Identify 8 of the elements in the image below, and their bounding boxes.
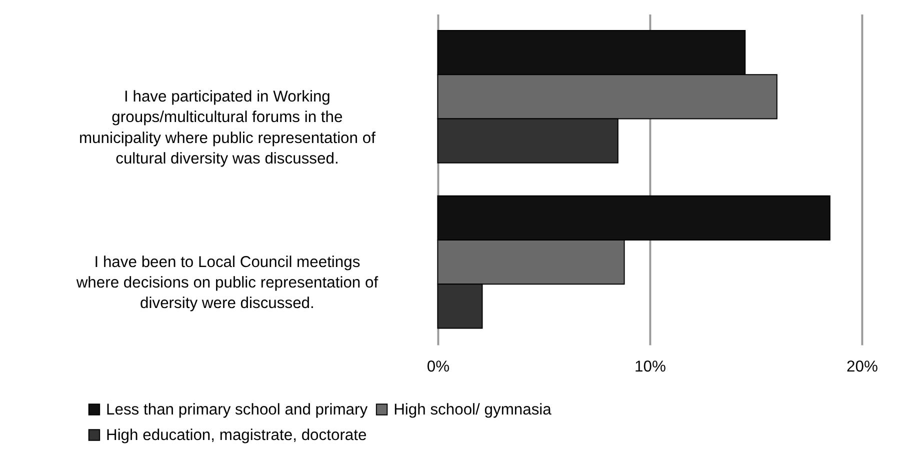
- legend-label: Less than primary school and primary: [106, 401, 368, 418]
- y-tick-label: I have participated in Working groups/multicultural forums in the municipality where public representation of cultural diversity was discussed.: [78, 88, 376, 168]
- y-tick-label: I have been to Local Council meetings where decisions on public representation of diversity were discussed.: [75, 254, 379, 312]
- x-tick-label: 0%: [426, 358, 450, 376]
- legend-label: High school/ gymnasia: [394, 401, 552, 418]
- x-tick-label: 10%: [634, 358, 666, 376]
- legend-label: High education, magistrate, doctorate: [106, 426, 368, 444]
- x-tick-label: 20%: [846, 358, 878, 376]
